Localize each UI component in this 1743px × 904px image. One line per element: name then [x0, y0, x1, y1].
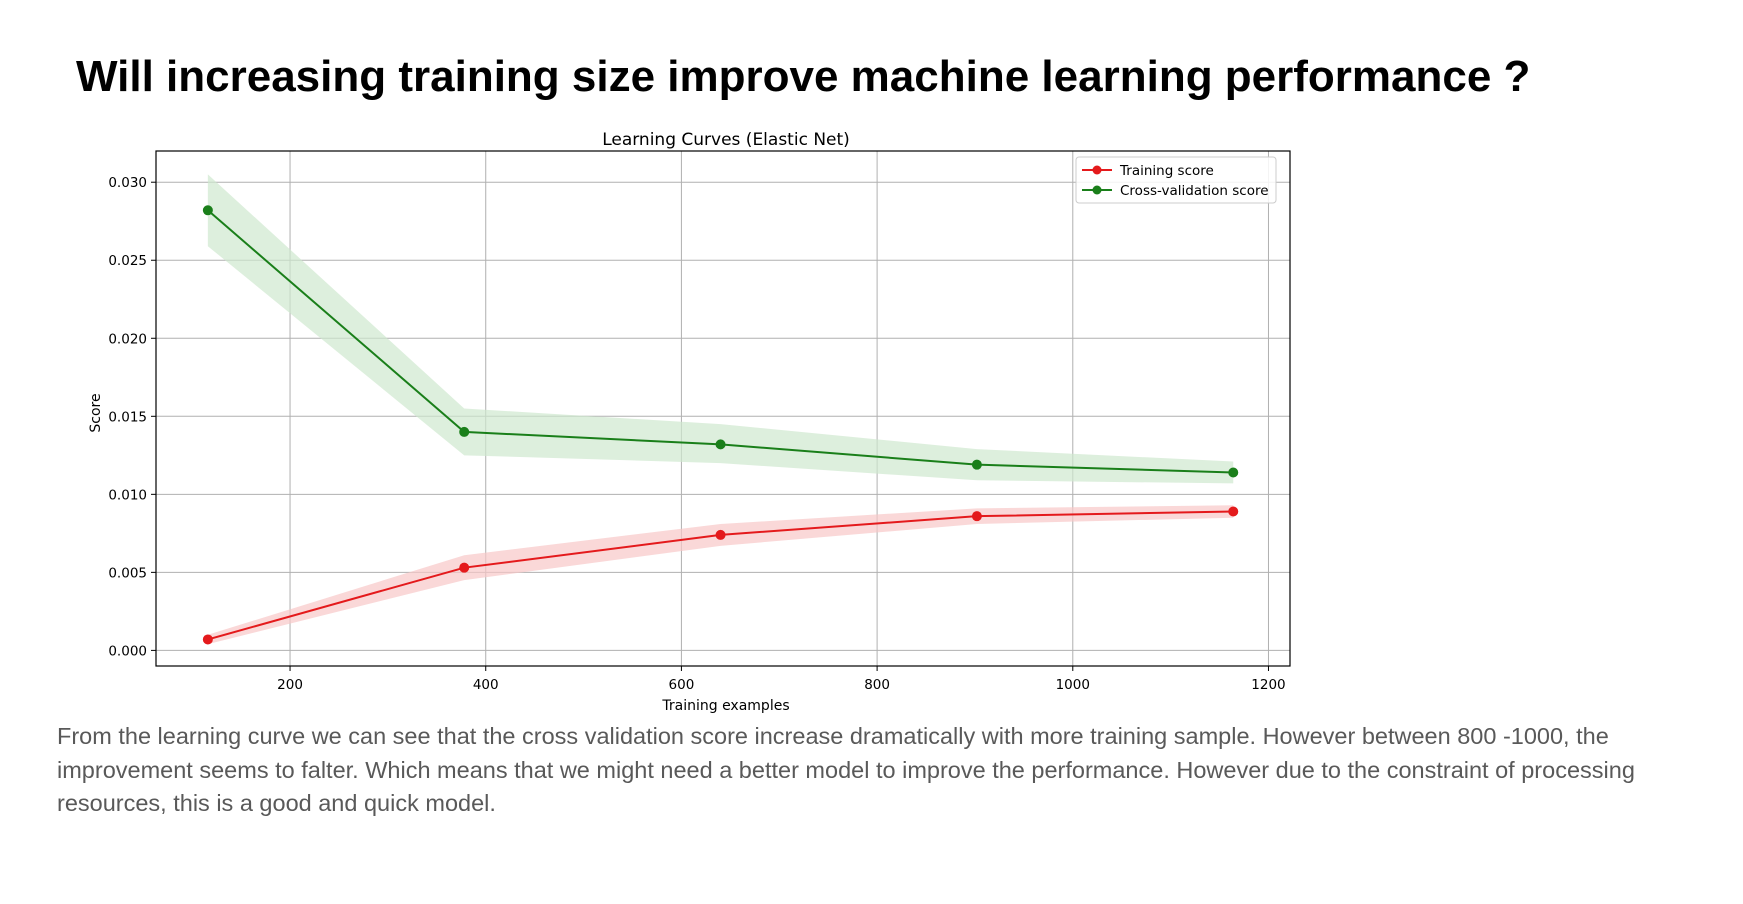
training-score-legend-marker [1092, 165, 1102, 175]
chart-title: Learning Curves (Elastic Net) [602, 130, 850, 150]
x-tick-label: 1000 [1056, 677, 1090, 693]
y-tick-label: 0.030 [108, 175, 147, 191]
cross-validation-score-point [202, 205, 213, 216]
training-score-point [1228, 506, 1239, 517]
legend-box [1075, 156, 1277, 204]
y-axis-label: Score [88, 393, 104, 432]
cross-validation-score-point [715, 439, 726, 450]
score-bands [207, 174, 1234, 645]
y-tick-label: 0.015 [108, 409, 147, 425]
x-tick-label: 200 [277, 677, 303, 693]
x-tick-label: 400 [473, 677, 499, 693]
y-tick-label: 0.005 [108, 565, 147, 581]
slide-title: Will increasing training size improve ma… [76, 52, 1531, 101]
learning-curve-chart: 200 400 600 800 1000 1200 0.000 0.005 0.010 0.015… [88, 130, 1291, 714]
data-points [202, 205, 1239, 645]
x-axis-label: Training examples [661, 698, 789, 714]
cross-validation-score-legend-marker [1092, 185, 1102, 195]
cross-validation-score-legend-label: Cross-validation score [1120, 183, 1269, 199]
y-tick-label: 0.025 [108, 253, 147, 269]
training-score-point [971, 511, 982, 522]
training-score-band [207, 505, 1234, 645]
cross-validation-score-point [459, 426, 470, 437]
cross-validation-score-point [971, 459, 982, 470]
chart-legend: Training score Cross-validation score [1075, 156, 1277, 204]
y-tick-label: 0.010 [108, 487, 147, 503]
axis-ticks: 200 400 600 800 1000 1200 0.000 0.005 0.010 0.015… [108, 175, 1285, 693]
y-tick-label: 0.020 [108, 331, 147, 347]
caption-text: From the learning curve we can see that … [57, 723, 1635, 816]
x-tick-label: 1200 [1251, 677, 1285, 693]
grid-lines [156, 151, 1290, 666]
cross-validation-score-point [1228, 467, 1239, 478]
training-score-legend-label: Training score [1119, 163, 1214, 179]
x-tick-label: 800 [864, 677, 890, 693]
y-tick-label: 0.000 [108, 643, 147, 659]
training-score-point [202, 634, 213, 645]
training-score-point [715, 529, 726, 540]
plot-frame [155, 150, 1291, 667]
training-score-point [459, 562, 470, 573]
cross-validation-score-band [207, 174, 1234, 484]
x-tick-label: 600 [669, 677, 695, 693]
